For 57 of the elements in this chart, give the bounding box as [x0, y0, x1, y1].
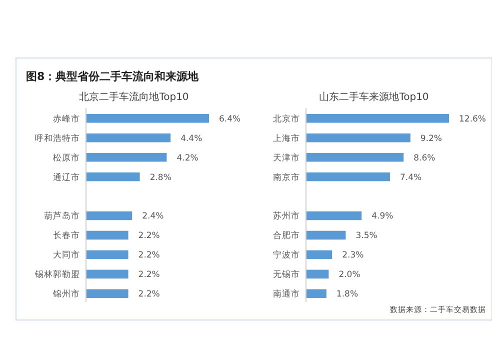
bar — [86, 152, 167, 162]
y-tick-label: 南京市 — [273, 172, 300, 183]
data-label: 2.2% — [138, 250, 160, 261]
bar — [86, 133, 171, 142]
data-label: 2.8% — [150, 172, 172, 183]
y-tick-label: 葫芦岛市 — [44, 210, 80, 222]
chart-subtitle: 山东二手车来源地Top10 — [319, 91, 429, 103]
data-label: 4.4% — [180, 134, 202, 144]
bar — [306, 250, 332, 260]
y-tick-label: 北京市 — [273, 113, 300, 124]
bar — [86, 211, 132, 220]
data-label: 4.9% — [372, 212, 394, 222]
data-label: 4.2% — [176, 153, 198, 164]
data-label: 8.6% — [414, 153, 436, 164]
bar — [306, 211, 362, 220]
y-tick-label: 无锡市 — [273, 269, 300, 280]
data-label: 2.0% — [338, 270, 360, 280]
y-tick-label: 南通市 — [273, 288, 300, 300]
bar — [86, 250, 128, 260]
bar — [86, 270, 128, 279]
data-label: 6.4% — [219, 114, 241, 124]
data-label: 2.4% — [142, 212, 164, 222]
data-label: 2.3% — [342, 250, 364, 261]
y-tick-label: 长春市 — [53, 230, 80, 242]
data-label: 7.4% — [400, 172, 422, 183]
y-tick-label: 呼和浩特市 — [35, 132, 80, 144]
bar — [306, 133, 410, 142]
y-tick-label: 松原市 — [53, 152, 80, 164]
y-tick-label: 锦州市 — [52, 288, 80, 300]
y-tick-label: 赤峰市 — [53, 113, 80, 124]
bar — [86, 114, 209, 123]
y-tick-label: 宁波市 — [273, 250, 300, 261]
bar — [306, 289, 326, 298]
bar — [306, 152, 404, 162]
data-label: 9.2% — [420, 134, 442, 144]
data-label: 3.5% — [356, 231, 378, 242]
data-label: 1.8% — [336, 290, 358, 300]
data-label: 2.2% — [138, 231, 160, 242]
y-tick-label: 通辽市 — [53, 172, 80, 183]
bar — [86, 230, 128, 240]
data-label: 2.2% — [138, 290, 160, 300]
y-tick-label: 上海市 — [273, 132, 300, 144]
y-tick-label: 合肥市 — [273, 230, 300, 242]
bar — [306, 230, 346, 240]
bar — [86, 289, 128, 298]
y-tick-label: 大同市 — [53, 250, 80, 261]
y-tick-label: 苏州市 — [273, 210, 300, 222]
data-label: 2.2% — [138, 270, 160, 280]
bar — [306, 270, 329, 279]
data-label: 12.6% — [459, 114, 486, 124]
bar — [306, 172, 390, 182]
y-tick-label: 天津市 — [273, 152, 300, 164]
chart-title: 图8：典型省份二手车流向和来源地 — [26, 70, 200, 83]
bar — [306, 114, 449, 123]
chart-subtitle: 北京二手车流向地Top10 — [79, 91, 189, 103]
bar — [86, 172, 140, 182]
y-tick-label: 锡林郭勒盟 — [34, 269, 80, 280]
